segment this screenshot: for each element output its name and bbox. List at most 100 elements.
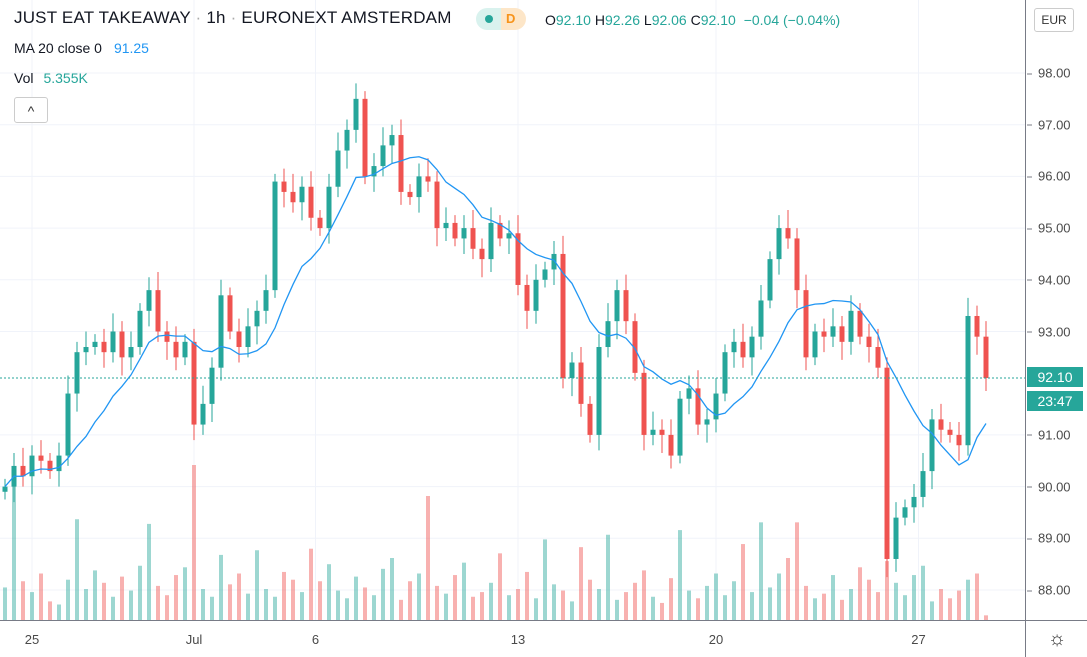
- candle-body: [731, 341, 737, 353]
- candle-body: [56, 455, 62, 472]
- volume-bar: [84, 589, 88, 620]
- interval: 1h: [206, 8, 226, 27]
- volume-bar: [165, 595, 169, 620]
- price-tick-label: 93.00: [1027, 324, 1071, 339]
- candle-body: [533, 279, 539, 311]
- volume-bar: [111, 596, 115, 620]
- volume-bar: [669, 578, 673, 620]
- volume-bar: [552, 584, 556, 620]
- candle-body: [938, 419, 944, 430]
- bar-countdown-label: 23:47: [1027, 391, 1083, 411]
- volume-bar: [543, 539, 547, 620]
- price-axis[interactable]: 98.00 97.00 96.00 95.00 94.00 93.00 91.00 90.00…: [1025, 0, 1087, 620]
- candle-body: [848, 310, 854, 342]
- volume-bar: [129, 590, 133, 620]
- symbol-title[interactable]: JUST EAT TAKEAWAY · 1h · EURONEXT AMSTER…: [14, 8, 452, 28]
- candle-body: [137, 310, 143, 348]
- candle-body: [38, 455, 44, 461]
- candle-body: [389, 135, 395, 146]
- candle-body: [488, 222, 494, 260]
- price-tick-label: 89.00: [1027, 530, 1071, 546]
- volume-bar: [831, 575, 835, 620]
- volume-bar: [957, 590, 961, 620]
- volume-bar: [750, 592, 754, 620]
- delayed-badge: D: [506, 11, 516, 26]
- volume-bar: [786, 558, 790, 620]
- volume-bar: [903, 595, 907, 620]
- volume-bar: [714, 573, 718, 620]
- volume-bar: [192, 465, 196, 620]
- open-value: 92.10: [555, 12, 591, 28]
- settings-gear-icon[interactable]: ☼: [1025, 620, 1087, 657]
- volume-bar: [687, 590, 691, 620]
- volume-legend[interactable]: Vol 5.355K: [14, 70, 88, 86]
- candle-body: [263, 290, 269, 311]
- candle-body: [785, 228, 791, 239]
- volume-bar: [444, 593, 448, 620]
- market-status-badge[interactable]: D: [476, 8, 526, 30]
- volume-bar: [876, 592, 880, 620]
- ma-legend[interactable]: MA 20 close 0 91.25: [14, 40, 149, 56]
- date-tick-label: Jul: [185, 632, 203, 647]
- candle-body: [776, 228, 782, 260]
- candle-body: [605, 321, 611, 348]
- volume-bar: [30, 592, 34, 620]
- candle-body: [821, 331, 827, 337]
- volume-bar: [39, 573, 43, 620]
- candle-body: [596, 347, 602, 435]
- volume-bar: [318, 581, 322, 620]
- volume-bar: [498, 553, 502, 620]
- candle-body: [245, 326, 251, 348]
- price-tick-label: 95.00: [1027, 220, 1071, 236]
- candle-body: [407, 191, 413, 198]
- candle-body: [803, 290, 809, 358]
- collapse-legend-button[interactable]: ^: [14, 97, 48, 123]
- candle-body: [578, 362, 584, 404]
- volume-bar: [399, 599, 403, 620]
- volume-bar: [561, 590, 565, 620]
- candle-body: [92, 341, 98, 348]
- candle-body: [956, 434, 962, 446]
- vol-value: 5.355K: [43, 70, 88, 86]
- ma-label: MA 20 close 0: [14, 40, 102, 56]
- candle-body: [47, 460, 53, 472]
- candle-body: [515, 233, 521, 285]
- candle-body: [164, 331, 170, 342]
- volume-bar: [183, 567, 187, 620]
- volume-bar: [237, 573, 241, 620]
- volume-bar: [966, 579, 970, 620]
- candle-body: [2, 486, 8, 492]
- volume-bar: [696, 598, 700, 620]
- volume-bar: [975, 573, 979, 620]
- candle-body: [893, 517, 899, 559]
- candle-body: [641, 372, 647, 435]
- volume-bar: [102, 582, 106, 620]
- candle-body: [929, 419, 935, 472]
- candle-body: [560, 253, 566, 379]
- candle-body: [83, 347, 89, 353]
- candle-body: [713, 393, 719, 420]
- candle-body: [398, 135, 404, 192]
- volume-bar: [804, 585, 808, 620]
- separator: ·: [230, 8, 237, 27]
- currency-button[interactable]: EUR: [1034, 8, 1074, 32]
- volume-bar: [372, 595, 376, 620]
- price-tick-label: 94.00: [1027, 272, 1071, 288]
- volume-bar: [156, 585, 160, 620]
- candle-body: [326, 186, 332, 229]
- volume-bar: [336, 590, 340, 620]
- candle-body: [353, 98, 359, 130]
- candle-body: [650, 429, 656, 435]
- candle-body: [380, 145, 386, 167]
- candle-body: [668, 434, 674, 456]
- low-value: 92.06: [651, 12, 687, 28]
- price-chart[interactable]: [0, 0, 1025, 620]
- candle-body: [155, 290, 161, 332]
- volume-bar: [912, 575, 916, 620]
- candle-body: [173, 341, 179, 358]
- candle-body: [920, 471, 926, 497]
- ohlc-values: O92.10 H92.26 L92.06 C92.10 −0.04 (−0.04…: [545, 12, 841, 28]
- volume-bar: [705, 585, 709, 620]
- time-axis[interactable]: 25 Jul 6 13 20 27: [0, 620, 1025, 657]
- volume-bar: [12, 480, 16, 620]
